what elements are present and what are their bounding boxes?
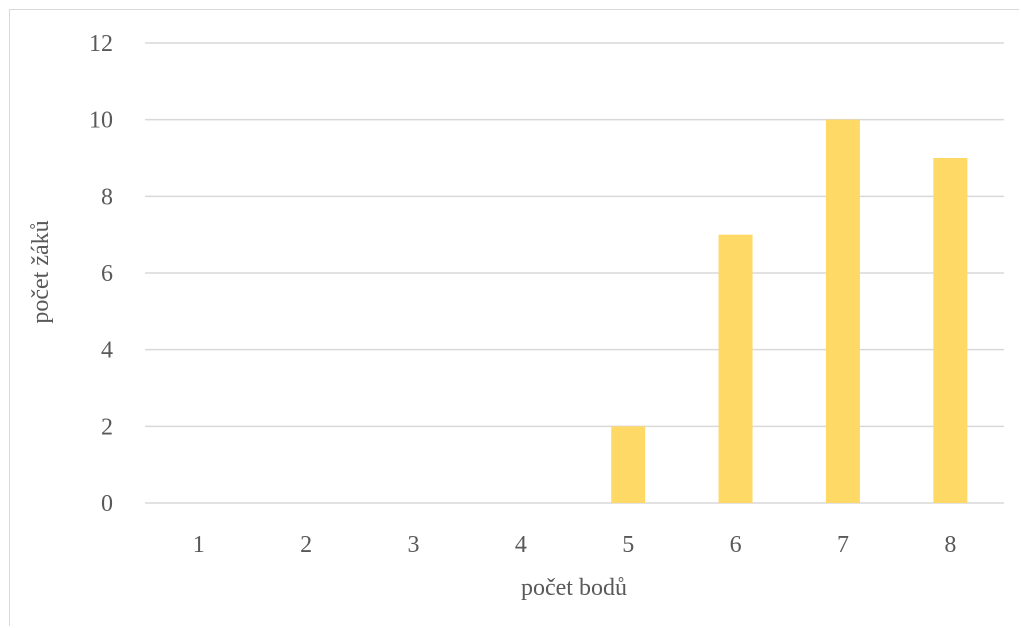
- y-tick-label: 4: [101, 338, 113, 364]
- y-tick-label: 12: [89, 31, 113, 57]
- x-tick-label: 3: [407, 532, 419, 558]
- bars: [611, 119, 968, 504]
- x-tick-label: 7: [837, 532, 849, 558]
- x-tick-label: 5: [622, 532, 634, 558]
- bar-8: [933, 158, 968, 503]
- x-axis-title: počet bodů: [521, 575, 627, 601]
- bar-6: [718, 234, 753, 503]
- y-tick-label: 6: [101, 261, 113, 287]
- y-tick-label: 0: [101, 491, 113, 517]
- bar-7: [825, 119, 860, 504]
- y-tick-labels: 0 2 4 6 8 10 12: [89, 31, 113, 517]
- y-tick-label: 2: [101, 414, 113, 440]
- gridlines: [145, 42, 1004, 504]
- y-tick-label: 8: [101, 184, 113, 210]
- x-tick-label: 4: [515, 532, 527, 558]
- x-tick-label: 6: [730, 532, 742, 558]
- bar-5: [611, 426, 646, 503]
- x-tick-label: 1: [193, 532, 205, 558]
- x-tick-labels: 1 2 3 4 5 6 7 8: [193, 532, 957, 558]
- y-tick-label: 10: [89, 108, 113, 134]
- x-tick-label: 8: [944, 532, 956, 558]
- x-tick-label: 2: [300, 532, 312, 558]
- y-axis-title: počet žáků: [28, 220, 54, 323]
